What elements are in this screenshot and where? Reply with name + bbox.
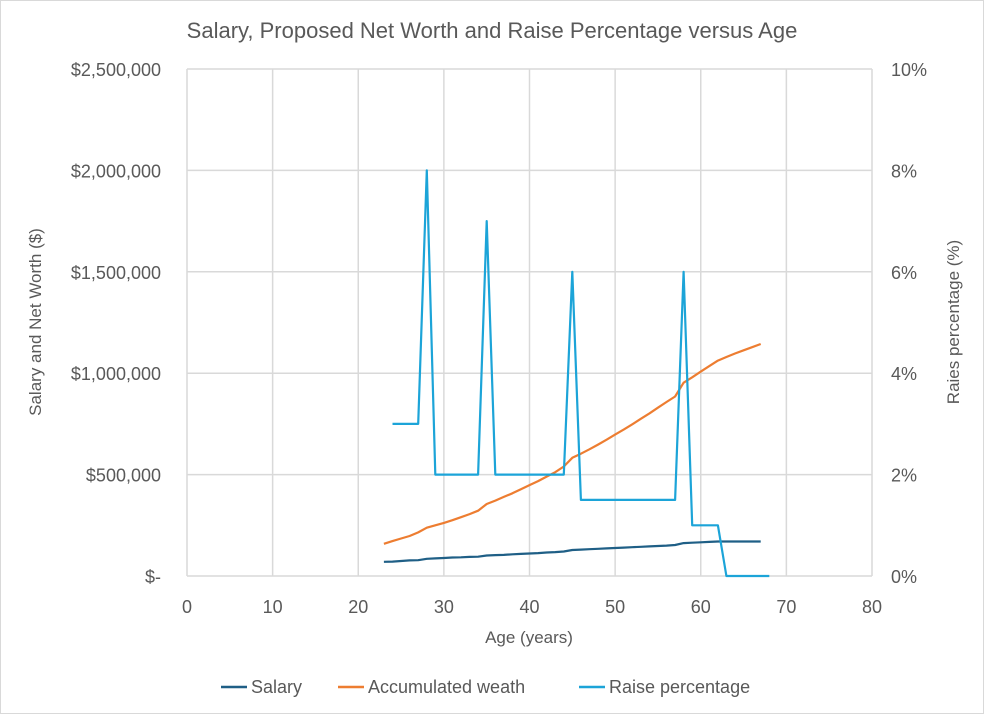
y-tick-label: $2,500,000 [71, 60, 161, 80]
series-lines [383, 169, 770, 578]
y-tick-label: $2,000,000 [71, 161, 161, 181]
y-tick-label: $500,000 [86, 466, 161, 486]
y2-tick-label: 4% [891, 364, 917, 384]
x-tick-label: 60 [691, 597, 711, 617]
series-line-accumulated-weath [383, 342, 762, 545]
chart-title: Salary, Proposed Net Worth and Raise Per… [187, 18, 798, 43]
y2-tick-label: 10% [891, 60, 927, 80]
series-line-salary [383, 540, 761, 563]
y2-tick-label: 8% [891, 161, 917, 181]
y2-axis-label: Raies percentage (%) [944, 240, 963, 404]
y-tick-label: $1,500,000 [71, 263, 161, 283]
x-tick-label: 40 [519, 597, 539, 617]
y-tick-label: $- [145, 567, 161, 587]
legend-label: Accumulated weath [368, 677, 525, 697]
x-tick-label: 80 [862, 597, 882, 617]
x-tick-label: 30 [434, 597, 454, 617]
x-tick-label: 70 [776, 597, 796, 617]
y-tick-label: $1,000,000 [71, 364, 161, 384]
gridlines [186, 68, 873, 577]
legend: Salary Accumulated weath Raise percentage [221, 677, 750, 697]
legend-label: Raise percentage [609, 677, 750, 697]
x-tick-label: 20 [348, 597, 368, 617]
y2-tick-label: 6% [891, 263, 917, 283]
x-tick-label: 0 [182, 597, 192, 617]
x-tick-label: 50 [605, 597, 625, 617]
tick-labels: 0 10 20 30 40 50 60 70 80 $- $500,000 $1,000,000 $1,… [71, 60, 927, 617]
y2-tick-label: 2% [891, 466, 917, 486]
legend-label: Salary [251, 677, 302, 697]
x-axis-label: Age (years) [485, 628, 573, 647]
y-axis-label: Salary and Net Worth ($) [26, 228, 45, 416]
y2-tick-label: 0% [891, 567, 917, 587]
x-tick-label: 10 [263, 597, 283, 617]
series-line-raise-percentage [392, 169, 770, 578]
